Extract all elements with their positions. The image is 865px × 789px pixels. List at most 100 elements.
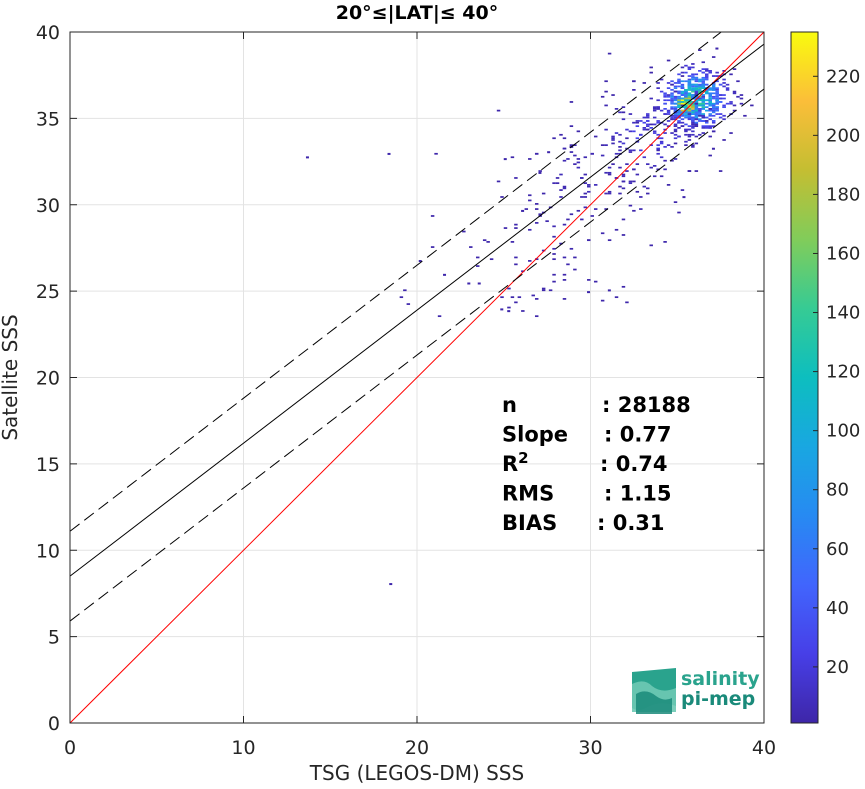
density-bin	[708, 102, 712, 105]
density-bin	[691, 66, 695, 69]
density-bin	[552, 253, 556, 255]
density-bin	[656, 149, 660, 152]
density-bin	[715, 47, 719, 50]
density-bin	[614, 152, 619, 155]
density-bin	[587, 184, 591, 186]
density-bin	[677, 113, 681, 115]
logo-wave-front	[636, 691, 672, 714]
density-bin	[715, 106, 719, 109]
density-bin	[628, 180, 633, 183]
density-bin	[705, 92, 709, 95]
density-bin	[680, 75, 685, 77]
density-bin	[659, 140, 664, 143]
density-bin	[718, 101, 723, 103]
density-bin	[600, 144, 605, 147]
density-bin	[694, 125, 699, 128]
density-bin	[705, 90, 709, 93]
density-bin	[722, 70, 726, 72]
density-bin	[708, 71, 712, 74]
density-bin	[718, 113, 723, 115]
density-bin	[663, 102, 667, 105]
density-bin	[576, 209, 581, 212]
density-bin	[684, 116, 688, 119]
density-bin	[562, 223, 567, 226]
density-bin	[510, 296, 515, 299]
density-bin	[656, 108, 660, 110]
stat-label: RMS	[502, 482, 554, 506]
density-bin	[593, 135, 598, 138]
density-bin	[670, 116, 674, 119]
density-bin	[687, 109, 692, 112]
density-bin	[503, 227, 508, 229]
density-bin	[607, 289, 611, 292]
density-bin	[477, 282, 481, 285]
density-bin	[691, 144, 695, 147]
density-bin	[652, 165, 657, 167]
density-bin	[722, 114, 726, 117]
density-bin	[646, 120, 650, 122]
density-bin	[701, 85, 706, 88]
density-bin	[642, 156, 647, 159]
density-bin	[632, 121, 636, 124]
density-bin	[659, 175, 664, 178]
density-bin	[701, 101, 706, 103]
density-bin	[590, 152, 594, 155]
density-bin	[639, 149, 643, 152]
density-bin	[547, 151, 551, 154]
density-bin	[725, 102, 730, 105]
y-tick-label: 10	[36, 540, 60, 562]
density-bin	[663, 95, 667, 98]
density-bin	[573, 163, 577, 166]
density-bin	[698, 120, 702, 122]
density-bin	[559, 189, 563, 191]
density-bin	[691, 83, 695, 86]
x-tick-label: 10	[231, 737, 255, 759]
density-bin	[632, 80, 636, 83]
density-bin	[708, 95, 712, 98]
stat-label-superscript: 2	[518, 449, 528, 467]
density-bin	[708, 154, 712, 157]
density-bin	[684, 108, 688, 110]
density-bin	[593, 184, 598, 186]
density-bin	[462, 230, 466, 233]
density-bin	[684, 71, 688, 74]
colorbar-tick-label: 180	[826, 184, 860, 205]
density-bin	[538, 170, 542, 172]
density-bin	[541, 289, 546, 292]
density-bin	[715, 108, 719, 110]
density-bin	[670, 101, 674, 103]
density-bin	[531, 294, 535, 297]
density-bin	[635, 190, 640, 193]
density-bin	[670, 97, 674, 100]
density-bin	[698, 80, 702, 83]
density-bin	[673, 118, 678, 121]
density-bin	[715, 75, 719, 77]
density-bin	[677, 111, 681, 114]
density-bin	[569, 125, 574, 128]
density-bin	[541, 249, 546, 252]
density-bin	[691, 87, 695, 90]
density-bin	[566, 158, 570, 160]
y-tick-label: 15	[36, 454, 60, 476]
density-bin	[552, 280, 556, 283]
density-bin	[632, 180, 636, 183]
density-bin	[562, 298, 567, 300]
density-bin	[305, 156, 309, 159]
density-bin	[687, 85, 692, 88]
density-bin	[705, 83, 709, 86]
density-bin	[684, 144, 688, 147]
density-bin	[684, 130, 688, 133]
density-bin	[642, 185, 647, 188]
density-bin	[673, 142, 678, 145]
density-bin	[711, 87, 716, 90]
density-bin	[691, 94, 695, 96]
density-bin	[687, 92, 692, 95]
density-bin	[534, 258, 539, 261]
density-bin	[711, 125, 716, 128]
density-bin	[705, 75, 709, 77]
density-bin	[580, 177, 584, 179]
density-bin	[708, 94, 712, 96]
density-bin	[684, 140, 688, 143]
density-bin	[694, 142, 699, 145]
density-bin	[677, 78, 681, 81]
